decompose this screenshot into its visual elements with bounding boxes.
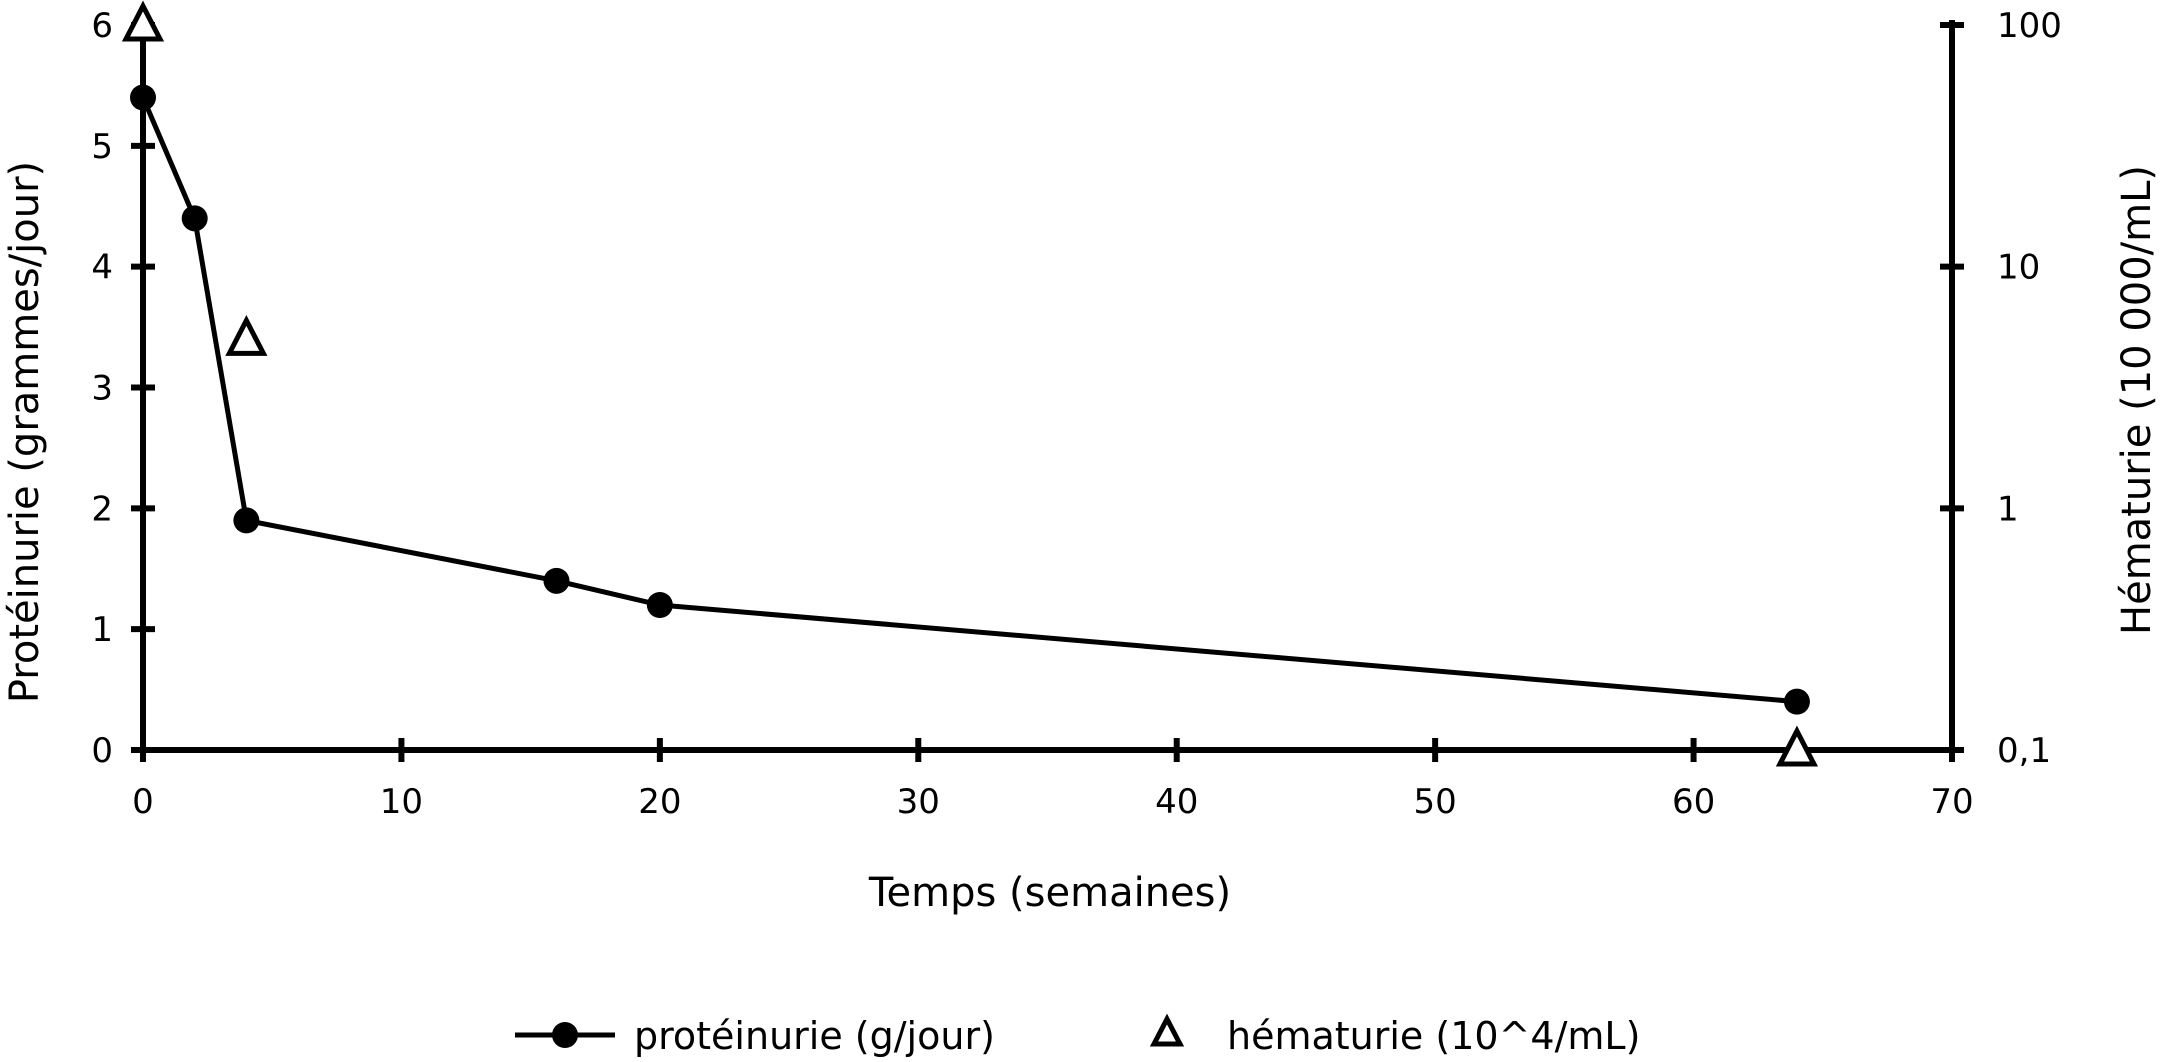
x-tick-label: 10 — [380, 782, 423, 822]
x-tick-label: 0 — [132, 782, 154, 822]
y-left-tick-label: 2 — [91, 489, 113, 529]
data-point-circle — [181, 205, 208, 232]
x-tick-label: 40 — [1155, 782, 1198, 822]
y-right-tick-label: 1 — [1997, 489, 2019, 529]
data-point-circle — [646, 592, 673, 618]
data-point-triangle — [1775, 725, 1819, 767]
x-tick-label: 50 — [1414, 782, 1457, 822]
data-point-triangle — [225, 314, 268, 356]
data-point-circle — [233, 507, 260, 534]
y-left-tick-label: 0 — [91, 731, 113, 771]
data-point-triangle — [121, 0, 165, 42]
legend: protéinurie (g/jour) hématurie (10^4/mL) — [515, 1013, 1640, 1058]
y-left-tick-label: 6 — [91, 6, 113, 46]
series — [121, 0, 1819, 767]
legend-marker-proteinurie — [552, 1022, 578, 1048]
y-left-tick-label: 1 — [91, 610, 113, 650]
x-tick-label: 30 — [897, 782, 940, 822]
y-left-tick-label: 4 — [91, 248, 113, 288]
x-axis-title: Temps (semaines) — [868, 870, 1231, 916]
legend-label-proteinurie: protéinurie (g/jour) — [634, 1014, 995, 1058]
data-point-circle — [130, 84, 156, 111]
x-tick-label: 70 — [1930, 782, 1973, 822]
data-point-circle — [543, 567, 570, 594]
y-right-tick-label: 100 — [1997, 6, 2062, 46]
x-tick-label: 60 — [1672, 782, 1715, 822]
legend-label-hematurie: hématurie (10^4/mL) — [1227, 1014, 1640, 1058]
series-line-0 — [140, 96, 1798, 705]
y-left-tick-label: 5 — [91, 127, 113, 167]
y-left-tick-label: 3 — [91, 369, 113, 409]
ticks: 0 10 20 30 40 50 60 70 0 1 2 3 4 5 6 0,1 1 10 100 — [91, 6, 2062, 822]
y-right-tick-label: 10 — [1997, 248, 2040, 288]
y-right-axis-title: Hématurie (10 000/mL) — [2114, 165, 2160, 635]
legend-marker-hematurie — [1149, 1013, 1185, 1047]
y-right-tick-label: 0,1 — [1997, 731, 2051, 771]
x-tick-label: 20 — [638, 782, 681, 822]
data-point-circle — [1783, 688, 1810, 715]
y-left-axis-title: Protéinurie (grammes/jour) — [2, 161, 48, 703]
axes — [140, 20, 1955, 753]
